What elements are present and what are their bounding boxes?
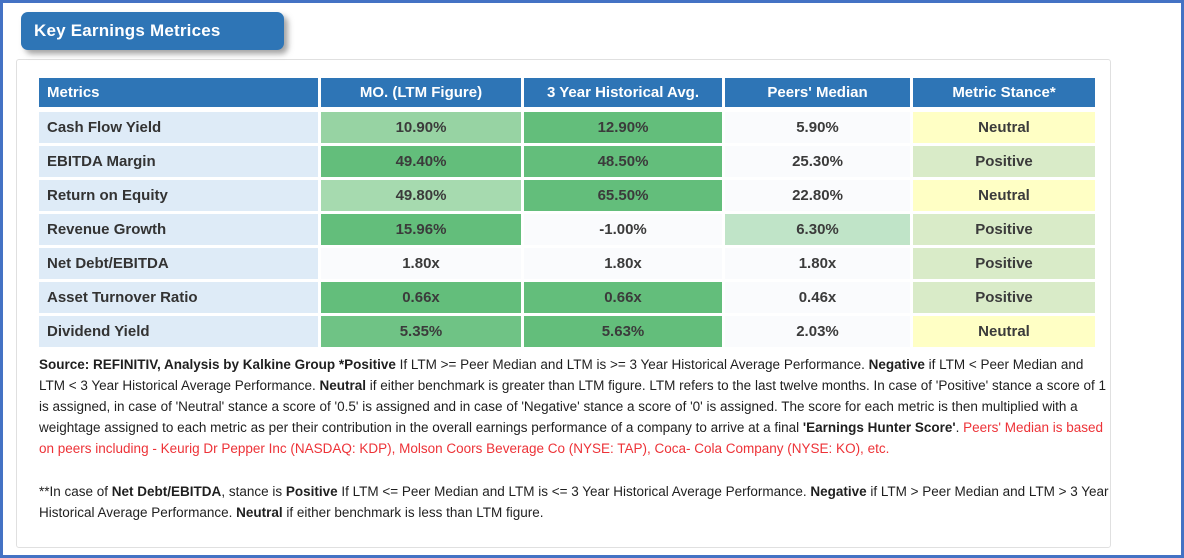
metric-cell: Revenue Growth — [39, 214, 318, 245]
ltm-value-cell: 15.96% — [321, 214, 521, 245]
stance-cell: Positive — [913, 248, 1095, 279]
peers-median-value-cell: 22.80% — [725, 180, 910, 211]
peers-median-value-cell: 5.90% — [725, 112, 910, 143]
hist-avg-value-cell: 1.80x — [524, 248, 722, 279]
ltm-value-cell: 49.80% — [321, 180, 521, 211]
stance-cell: Neutral — [913, 112, 1095, 143]
ltm-value-cell: 5.35% — [321, 316, 521, 347]
peers-median-value-cell: 1.80x — [725, 248, 910, 279]
ltm-value-cell: 10.90% — [321, 112, 521, 143]
peers-median-value-cell: 0.46x — [725, 282, 910, 313]
stance-cell: Positive — [913, 214, 1095, 245]
title-badge: Key Earnings Metrices — [21, 12, 284, 50]
metric-cell: Asset Turnover Ratio — [39, 282, 318, 313]
peers-median-value-cell: 25.30% — [725, 146, 910, 177]
stance-cell: Positive — [913, 282, 1095, 313]
metric-cell: Dividend Yield — [39, 316, 318, 347]
footnote-paragraph-source: Source: REFINITIV, Analysis by Kalkine G… — [39, 357, 1107, 456]
column-header-ltm: MO. (LTM Figure) — [321, 78, 521, 107]
column-header-peers-median: Peers' Median — [725, 78, 910, 107]
stance-cell: Neutral — [913, 316, 1095, 347]
ltm-value-cell: 0.66x — [321, 282, 521, 313]
hist-avg-value-cell: 0.66x — [524, 282, 722, 313]
peers-median-value-cell: 2.03% — [725, 316, 910, 347]
page-title: Key Earnings Metrices — [34, 21, 221, 40]
ltm-value-cell: 1.80x — [321, 248, 521, 279]
column-header-metrics: Metrics — [39, 78, 318, 107]
peers-median-value-cell: 6.30% — [725, 214, 910, 245]
metric-cell: EBITDA Margin — [39, 146, 318, 177]
stance-cell: Neutral — [913, 180, 1095, 211]
metrics-table: Metrics MO. (LTM Figure) 3 Year Historic… — [39, 78, 1095, 347]
footnote-paragraph-netdebt: **In case of Net Debt/EBITDA, stance is … — [39, 484, 1109, 520]
footnotes: Source: REFINITIV, Analysis by Kalkine G… — [39, 354, 1111, 523]
hist-avg-value-cell: 12.90% — [524, 112, 722, 143]
hist-avg-value-cell: 65.50% — [524, 180, 722, 211]
ltm-value-cell: 49.40% — [321, 146, 521, 177]
stance-cell: Positive — [913, 146, 1095, 177]
column-header-3yr-avg: 3 Year Historical Avg. — [524, 78, 722, 107]
metric-cell: Cash Flow Yield — [39, 112, 318, 143]
hist-avg-value-cell: 48.50% — [524, 146, 722, 177]
hist-avg-value-cell: 5.63% — [524, 316, 722, 347]
hist-avg-value-cell: -1.00% — [524, 214, 722, 245]
column-header-metric-stance: Metric Stance* — [913, 78, 1095, 107]
metric-cell: Net Debt/EBITDA — [39, 248, 318, 279]
metric-cell: Return on Equity — [39, 180, 318, 211]
